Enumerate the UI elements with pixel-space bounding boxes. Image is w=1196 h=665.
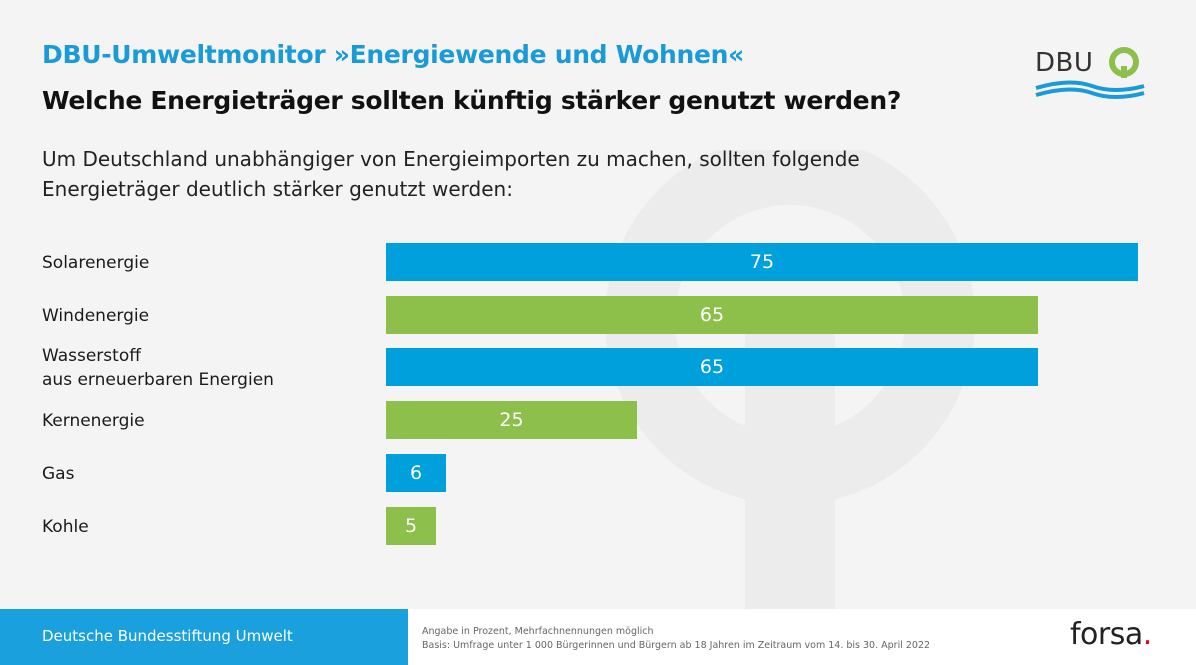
category-label-line: Gas <box>42 464 75 484</box>
category-label-line: Wasserstoff <box>42 346 141 366</box>
bar-value-label: 75 <box>749 251 775 273</box>
bar: 25 <box>386 401 637 439</box>
bar: 6 <box>386 454 446 492</box>
bar: 65 <box>386 296 1038 334</box>
category-label-line: Kohle <box>42 517 89 537</box>
bar-value-label: 65 <box>699 304 725 326</box>
category-label-line: Kernenergie <box>42 411 145 431</box>
forsa-logo: forsa. <box>1070 617 1152 652</box>
category-label: Kernenergie <box>42 409 145 433</box>
category-label: Gas <box>42 462 74 486</box>
category-label-line: aus erneuerbaren Energien <box>42 370 274 390</box>
footer-note-line-2: Basis: Umfrage unter 1 000 Bürgerinnen u… <box>422 640 931 651</box>
forsa-logo-dot: . <box>1142 617 1153 652</box>
report-series-title: DBU-Umweltmonitor »Energiewende und Wohn… <box>42 40 744 69</box>
category-label: Wasserstoff aus erneuerbaren Energien <box>42 344 274 392</box>
footer-notes-area: Angabe in Prozent, Mehrfachnennungen mög… <box>408 609 1196 665</box>
bar: 65 <box>386 348 1038 386</box>
bar-value-label: 6 <box>409 462 423 484</box>
chart-headline: Welche Energieträger sollten künftig stä… <box>42 86 902 115</box>
forsa-logo-text: forsa <box>1070 617 1143 652</box>
category-label-line: Solarenergie <box>42 253 150 273</box>
footer-org-name: Deutsche Bundesstiftung Umwelt <box>42 627 293 645</box>
category-label: Windenergie <box>42 304 149 328</box>
footer-note-line-1: Angabe in Prozent, Mehrfachnennungen mög… <box>422 626 654 637</box>
bar-value-label: 5 <box>404 515 418 537</box>
dbu-logo-text: DBU <box>1035 48 1094 78</box>
chart-intro-text: Um Deutschland unabhängiger von Energiei… <box>42 147 860 201</box>
category-label-line: Windenergie <box>42 306 150 326</box>
bar: 75 <box>386 243 1138 281</box>
bar-value-label: 25 <box>499 409 524 431</box>
footer-org-band: Deutsche Bundesstiftung Umwelt <box>0 609 408 665</box>
bar-value-label: 65 <box>699 356 725 378</box>
category-label: Kohle <box>42 515 89 539</box>
dbu-logo: DBU <box>1030 40 1150 102</box>
bar: 5 <box>386 507 436 545</box>
category-label: Solarenergie <box>42 251 149 275</box>
